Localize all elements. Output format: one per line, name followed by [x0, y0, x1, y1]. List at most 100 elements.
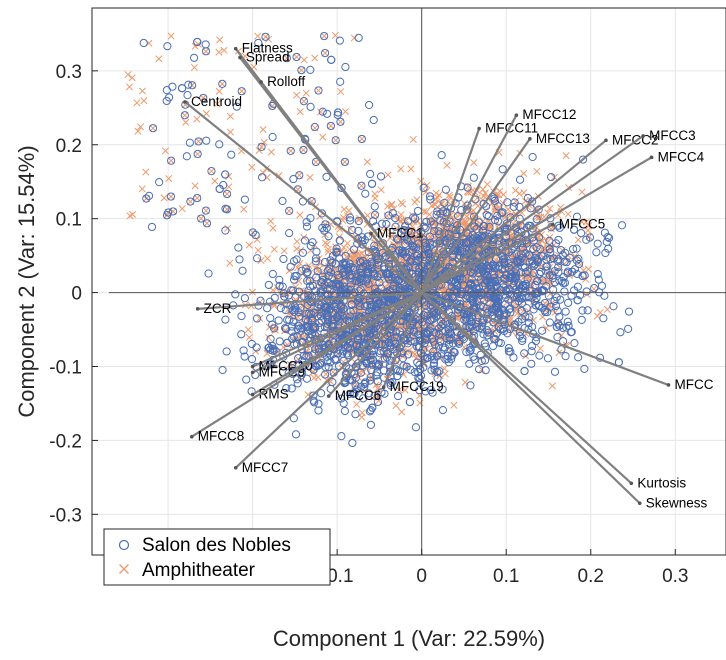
salon-point	[449, 347, 458, 356]
salon-point	[516, 250, 525, 259]
vector-line	[421, 134, 644, 294]
salon-point	[419, 311, 428, 320]
salon-point	[604, 233, 614, 243]
salon-point	[333, 108, 343, 117]
salon-point	[624, 324, 633, 333]
salon-point	[317, 316, 326, 325]
salon-point	[331, 136, 340, 145]
salon-point	[374, 260, 383, 269]
salon-point	[466, 381, 475, 390]
amphitheater-point	[341, 107, 349, 116]
salon-point	[372, 371, 381, 380]
salon-point	[242, 375, 251, 384]
salon-point	[302, 217, 311, 227]
salon-point	[270, 345, 279, 354]
salon-point	[324, 271, 333, 281]
salon-point	[367, 259, 377, 268]
salon-point	[560, 287, 569, 296]
salon-point	[491, 262, 500, 271]
salon-point	[148, 124, 158, 133]
amphitheater-point	[202, 207, 210, 215]
loading-vector: Centroid	[183, 94, 423, 294]
y-axis-label: Component 2 (Var: 15.54%)	[14, 145, 39, 417]
salon-point	[382, 353, 392, 362]
salon-point	[342, 269, 351, 279]
salon-point	[525, 251, 534, 260]
salon-point	[321, 304, 330, 313]
amphitheater-point	[178, 205, 186, 213]
amphitheater-point	[160, 194, 168, 202]
salon-point	[419, 298, 428, 307]
salon-point	[602, 237, 611, 247]
salon-point	[275, 281, 284, 291]
amphitheater-point	[191, 182, 199, 190]
salon-point	[436, 337, 445, 346]
salon-point	[528, 259, 537, 268]
amphitheater-point	[297, 246, 305, 254]
loading-vector: MFCC6	[326, 291, 423, 403]
amphitheater-point	[194, 150, 202, 158]
salon-point	[281, 324, 291, 334]
amphitheater-point	[296, 211, 304, 219]
salon-point	[254, 38, 263, 48]
salon-point	[391, 214, 400, 223]
salon-point	[339, 304, 348, 313]
salon-point	[339, 399, 348, 408]
salon-point	[341, 62, 350, 72]
amphitheater-point	[440, 364, 449, 373]
salon-point	[517, 294, 526, 303]
amphitheater-point	[446, 193, 454, 201]
y-tick-label: 0.1	[56, 210, 82, 231]
salon-point	[348, 438, 357, 448]
salon-point	[314, 399, 323, 408]
salon-point	[336, 301, 345, 310]
salon-point	[572, 212, 582, 221]
salon-point	[425, 192, 435, 201]
salon-point	[534, 233, 544, 242]
salon-point	[301, 315, 310, 324]
salon-point	[384, 211, 393, 220]
salon-point	[366, 169, 375, 179]
amphitheater-point	[287, 147, 295, 155]
amphitheater-point	[441, 284, 449, 292]
salon-point	[528, 152, 537, 162]
vector-label: MFCC4	[658, 149, 705, 164]
salon-point	[536, 267, 546, 277]
salon-point	[370, 293, 379, 302]
amphitheater-point	[377, 186, 385, 194]
salon-point	[447, 316, 456, 326]
loading-vector: MFCC1	[369, 225, 423, 294]
vector-line	[197, 291, 422, 310]
salon-point	[358, 233, 367, 242]
vector-label: MFCC	[675, 377, 714, 392]
salon-point	[361, 378, 370, 387]
salon-point	[569, 286, 579, 295]
salon-point	[413, 358, 422, 367]
salon-point	[404, 226, 413, 236]
salon-point	[505, 273, 514, 282]
salon-point	[522, 293, 531, 302]
amphitheater-point	[213, 100, 221, 108]
salon-point	[478, 226, 487, 235]
salon-point	[189, 53, 199, 62]
amphitheater-point	[248, 163, 256, 171]
salon-point	[359, 394, 368, 403]
amphitheater-point	[470, 159, 478, 167]
salon-point	[234, 243, 243, 252]
amphitheater-point	[245, 333, 253, 342]
amphitheater-point	[407, 165, 415, 173]
salon-point	[560, 278, 570, 287]
salon-point	[518, 336, 527, 346]
salon-point	[362, 259, 371, 268]
amphitheater-point	[263, 254, 272, 263]
salon-point	[339, 356, 348, 365]
salon-point	[291, 430, 301, 439]
amphitheater-point	[337, 88, 345, 96]
salon-point	[182, 152, 191, 161]
salon-point	[580, 364, 589, 373]
salon-point	[509, 202, 518, 211]
legend-label-amphitheater: Amphitheater	[142, 560, 256, 581]
salon-point	[265, 360, 275, 369]
y-tick-label: -0.1	[49, 358, 82, 379]
salon-point	[351, 410, 360, 419]
